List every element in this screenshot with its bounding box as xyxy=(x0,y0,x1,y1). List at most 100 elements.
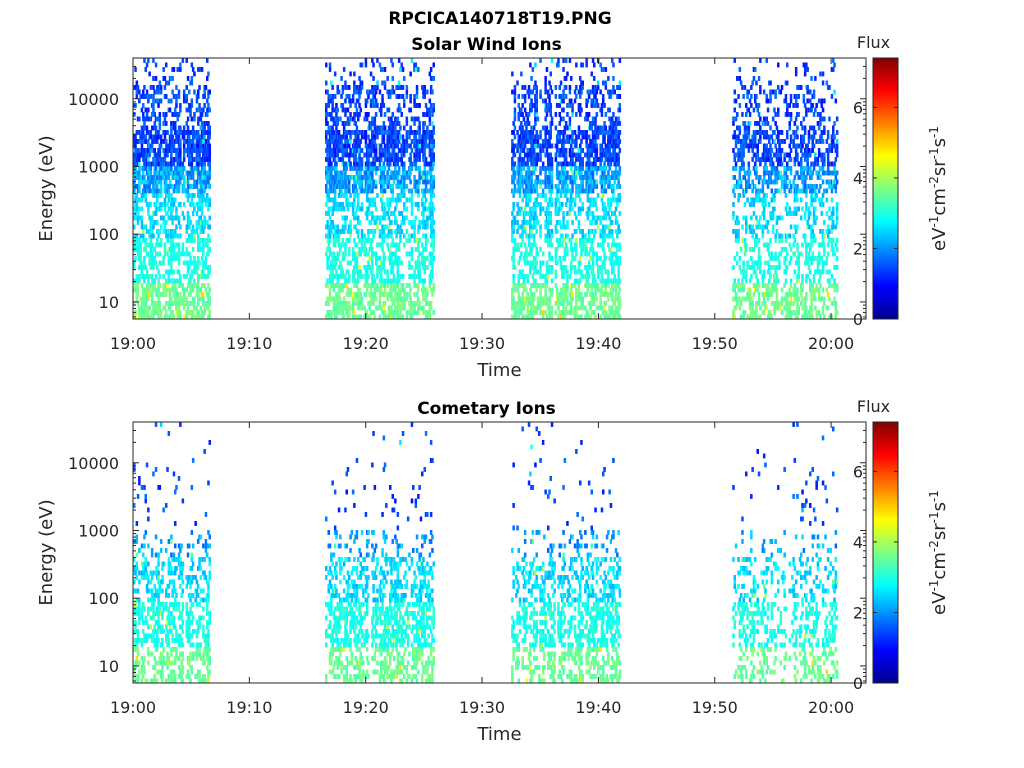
data-cell xyxy=(608,314,611,320)
data-cell xyxy=(171,175,174,180)
data-cell xyxy=(149,202,153,207)
data-cell xyxy=(189,202,192,207)
data-cell xyxy=(547,143,550,149)
data-cell xyxy=(207,139,210,144)
data-cell xyxy=(365,161,369,167)
data-cell xyxy=(190,130,194,135)
data-cell xyxy=(529,103,532,108)
data-cell xyxy=(159,310,163,315)
data-cell xyxy=(594,215,597,221)
data-cell xyxy=(429,161,433,167)
data-cell xyxy=(349,112,352,117)
data-cell xyxy=(512,166,515,171)
data-cell xyxy=(188,215,191,221)
data-cell xyxy=(415,130,419,135)
data-cell xyxy=(426,310,429,315)
data-cell xyxy=(417,283,420,288)
data-cell xyxy=(526,260,529,266)
data-cell xyxy=(381,139,384,144)
data-cell xyxy=(584,242,587,248)
data-cell xyxy=(333,274,337,279)
data-cell xyxy=(367,148,370,153)
data-cell xyxy=(190,157,194,162)
data-cell xyxy=(530,157,533,162)
data-cell xyxy=(536,202,540,207)
data-cell xyxy=(170,130,173,135)
data-cell xyxy=(581,247,584,252)
data-cell xyxy=(392,179,396,185)
data-cell xyxy=(369,301,373,306)
data-cell xyxy=(207,94,210,99)
data-cell xyxy=(520,130,523,135)
data-cell xyxy=(144,296,147,302)
data-cell xyxy=(555,170,559,176)
data-cell xyxy=(382,170,386,176)
data-cell xyxy=(208,310,211,315)
data-cell xyxy=(413,224,416,230)
data-cell xyxy=(382,103,386,108)
data-cell xyxy=(197,130,200,135)
data-cell xyxy=(193,179,196,185)
data-cell xyxy=(349,166,352,171)
data-cell xyxy=(608,305,611,311)
data-cell xyxy=(354,224,357,230)
data-cell xyxy=(383,148,387,153)
data-cell xyxy=(431,166,434,171)
data-cell xyxy=(526,274,529,279)
data-cell xyxy=(208,215,211,221)
data-cell xyxy=(166,130,169,135)
data-cell xyxy=(595,283,599,288)
data-cell xyxy=(432,247,435,252)
data-cell xyxy=(144,188,147,194)
data-cell xyxy=(415,139,419,144)
data-cell xyxy=(170,121,173,126)
data-cell xyxy=(156,220,159,225)
data-cell xyxy=(429,193,433,198)
data-cell xyxy=(586,89,590,95)
data-cell xyxy=(432,206,435,212)
data-cell xyxy=(199,287,203,293)
data-cell xyxy=(330,188,333,194)
data-cell xyxy=(188,265,191,270)
data-cell xyxy=(391,184,394,189)
data-cell xyxy=(367,94,370,99)
data-cell xyxy=(529,296,532,302)
data-cell xyxy=(535,161,538,167)
data-cell xyxy=(410,148,414,153)
data-cell xyxy=(149,85,153,90)
data-cell xyxy=(590,301,593,306)
data-cell xyxy=(344,121,347,126)
data-cell xyxy=(570,301,573,306)
data-cell xyxy=(550,188,554,194)
data-cell xyxy=(555,229,559,234)
data-cell xyxy=(531,139,535,144)
data-cell xyxy=(331,103,334,108)
data-cell xyxy=(190,184,194,189)
data-cell xyxy=(586,152,590,158)
data-cell xyxy=(389,278,392,284)
data-cell xyxy=(596,256,600,261)
data-cell xyxy=(602,310,605,315)
data-cell xyxy=(599,107,602,113)
data-cell xyxy=(595,143,599,149)
data-cell xyxy=(532,296,536,302)
data-cell xyxy=(422,296,425,302)
data-cell xyxy=(174,121,177,126)
data-cell xyxy=(604,179,608,185)
data-cell xyxy=(549,161,552,167)
data-cell xyxy=(558,238,561,243)
data-cell xyxy=(327,238,330,243)
data-cell xyxy=(177,139,181,144)
data-cell xyxy=(170,269,173,275)
data-cell xyxy=(587,197,591,203)
data-cell xyxy=(176,130,179,135)
data-cell xyxy=(568,85,572,90)
data-cell xyxy=(202,143,205,149)
data-cell xyxy=(586,175,590,180)
data-cell xyxy=(413,103,416,108)
data-cell xyxy=(186,269,190,275)
data-cell xyxy=(535,184,538,189)
data-cell xyxy=(353,148,356,153)
data-cell xyxy=(152,161,155,167)
